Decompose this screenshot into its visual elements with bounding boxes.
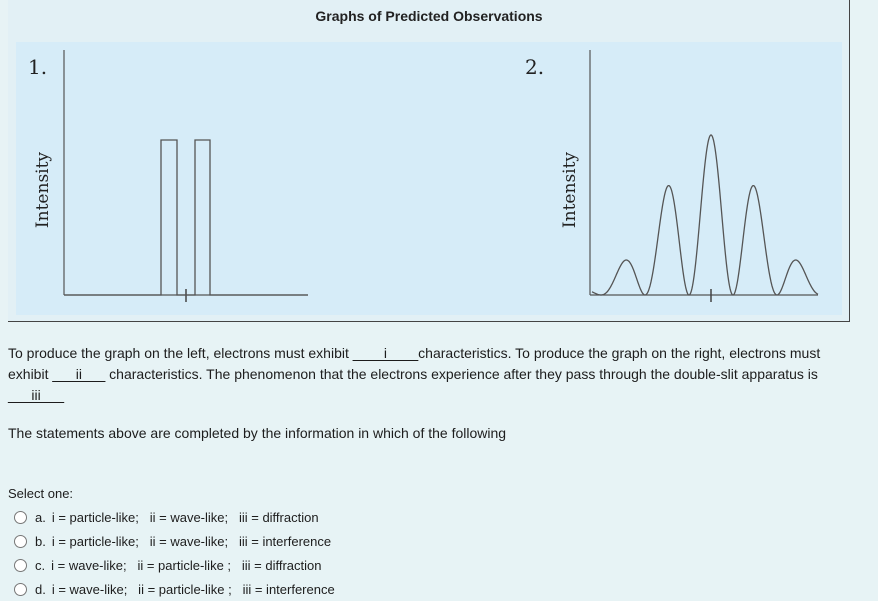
question-part-1: To produce the graph on the left, electr… <box>8 345 353 361</box>
figure: Graphs of Predicted Observations 1. Inte… <box>8 0 850 322</box>
question-text: To produce the graph on the left, electr… <box>8 343 858 406</box>
graphs-svg: 1. Intensity 2. Intensity <box>28 50 819 302</box>
radio-button-c[interactable] <box>14 558 27 572</box>
graph-1-ylabel: Intensity <box>33 152 53 228</box>
radio-button-a[interactable] <box>14 510 27 524</box>
option-c[interactable]: c. i = wave-like; ii = particle-like ; i… <box>14 553 335 577</box>
instruction-text: The statements above are completed by th… <box>8 425 507 441</box>
option-b[interactable]: b. i = particle-like; ii = wave-like; ii… <box>14 529 335 553</box>
figure-title: Graphs of Predicted Observations <box>315 8 543 24</box>
select-one-label: Select one: <box>8 486 74 501</box>
graph-2-ylabel: Intensity <box>560 152 580 228</box>
option-letter: d. <box>35 581 46 597</box>
graph-2-number: 2. <box>525 55 544 79</box>
question-part-3: characteristics. The phenomenon that the… <box>105 366 818 382</box>
option-a[interactable]: a. i = particle-like; ii = wave-like; ii… <box>14 505 335 529</box>
blank-i: ____i____ <box>352 345 419 361</box>
option-letter: a. <box>35 509 46 525</box>
blank-ii: ___ii___ <box>52 366 106 382</box>
graph-2: 2. Intensity <box>525 50 819 302</box>
answer-options: a. i = particle-like; ii = wave-like; ii… <box>14 505 335 601</box>
graph-panel <box>16 42 842 315</box>
option-label[interactable]: i = wave-like; ii = particle-like ; iii … <box>51 581 335 597</box>
graph-1-curve <box>64 139 308 296</box>
radio-button-b[interactable] <box>14 534 27 548</box>
question-part-2: characteristics. To produce the graph on… <box>8 345 821 382</box>
option-letter: c. <box>35 557 46 573</box>
option-label[interactable]: i = wave-like; ii = particle-like ; iii … <box>51 557 322 573</box>
blank-iii: ___iii___ <box>8 387 65 403</box>
option-label[interactable]: i = particle-like; ii = wave-like; iii =… <box>51 509 319 525</box>
graph-1: 1. Intensity <box>28 50 308 302</box>
option-letter: b. <box>35 533 46 549</box>
radio-button-d[interactable] <box>14 582 27 596</box>
graph-2-curve <box>591 134 819 296</box>
option-d[interactable]: d. i = wave-like; ii = particle-like ; i… <box>14 577 335 601</box>
graph-1-number: 1. <box>28 55 47 79</box>
option-label[interactable]: i = particle-like; ii = wave-like; iii =… <box>51 533 332 549</box>
